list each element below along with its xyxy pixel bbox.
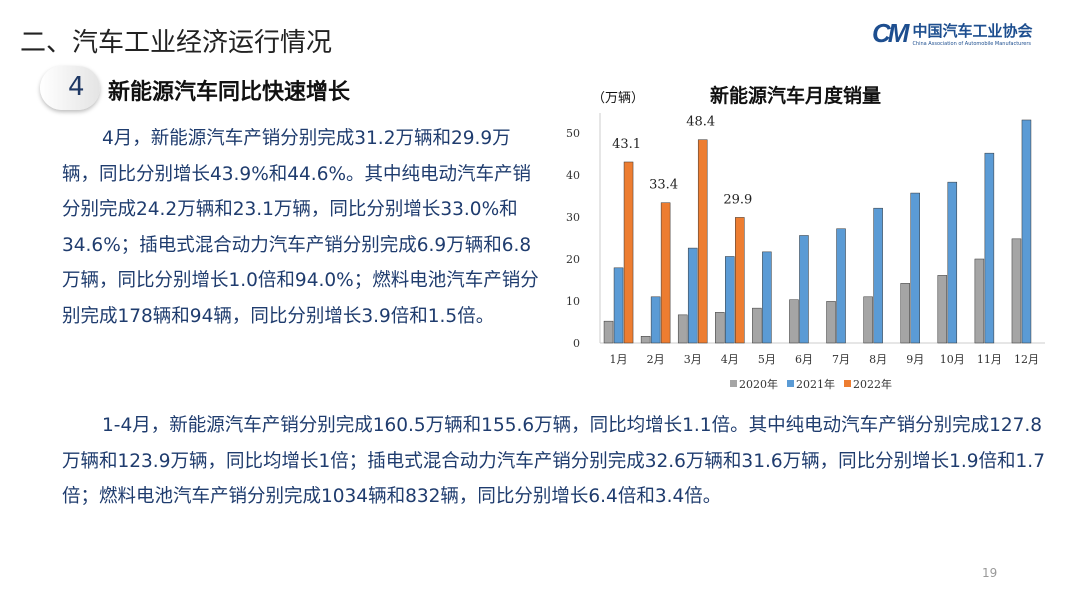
chart-title: 新能源汽车月度销量 bbox=[710, 84, 881, 107]
x-tick-label: 1月 bbox=[610, 353, 628, 366]
bar-2020年-8月 bbox=[863, 296, 873, 344]
x-tick-label: 3月 bbox=[684, 353, 702, 366]
legend-swatch bbox=[787, 380, 794, 387]
bar-2021年-2月 bbox=[650, 296, 661, 344]
y-tick-label: 50 bbox=[566, 127, 580, 140]
bar-2022年-2月 bbox=[660, 202, 671, 344]
x-tick-label: 5月 bbox=[758, 353, 776, 366]
y-tick-label: 30 bbox=[566, 211, 580, 224]
bar-2020年-3月 bbox=[677, 314, 688, 344]
bar-2020年-1月 bbox=[603, 320, 614, 344]
bar-2020年-4月 bbox=[715, 312, 725, 344]
x-tick-label: 10月 bbox=[940, 353, 965, 366]
bar-2020年-12月 bbox=[1011, 238, 1022, 344]
x-tick-label: 8月 bbox=[869, 353, 887, 366]
monthly-sales-chart: 新能源汽车月度销量 （万辆） 0 10 20 30 40 50 1月 43.1 2月 33.4 3月 48… bbox=[566, 84, 1045, 391]
bar-2021年-10月 bbox=[947, 181, 958, 344]
x-tick-label: 6月 bbox=[795, 353, 813, 366]
x-tick-label: 9月 bbox=[906, 353, 924, 366]
data-label: 43.1 bbox=[612, 137, 641, 152]
section-badge bbox=[40, 66, 100, 110]
slide-title: 二、汽车工业经济运行情况 bbox=[20, 28, 333, 58]
x-tick-label: 7月 bbox=[832, 353, 850, 366]
section-title: 新能源汽车同比快速增长 bbox=[108, 80, 351, 105]
bar-2021年-9月 bbox=[910, 192, 920, 344]
paragraph-april: 4月，新能源汽车产销分别完成31.2万辆和29.9万辆，同比分别增长43.9%和… bbox=[62, 128, 539, 327]
bar-2021年-11月 bbox=[984, 152, 995, 344]
x-tick-label: 11月 bbox=[977, 353, 1002, 366]
bar-2020年-7月 bbox=[826, 301, 836, 344]
bar-2020年-9月 bbox=[900, 283, 910, 344]
bar-2020年-10月 bbox=[937, 275, 948, 344]
y-tick-label: 0 bbox=[573, 337, 580, 350]
data-label: 29.9 bbox=[723, 192, 752, 207]
caam-logo: CM 中国汽车工业协会 China Association of Automob… bbox=[872, 18, 1032, 49]
bar-2021年-5月 bbox=[762, 251, 772, 344]
bar-2021年-3月 bbox=[687, 247, 698, 344]
page-number: 19 bbox=[982, 566, 998, 580]
bar-2021年-8月 bbox=[873, 207, 883, 344]
legend-label: 2020年 bbox=[739, 377, 778, 391]
legend-swatch bbox=[844, 380, 851, 387]
y-tick-label: 40 bbox=[566, 169, 580, 182]
logo-mark: CM bbox=[872, 18, 909, 48]
bar-2022年-1月 bbox=[623, 161, 634, 344]
x-tick-label: 2月 bbox=[647, 353, 665, 366]
section-number: 4 bbox=[68, 72, 85, 102]
logo-en: China Association of Automobile Manufact… bbox=[912, 41, 1032, 47]
x-tick-label: 4月 bbox=[721, 353, 739, 366]
y-tick-label: 10 bbox=[566, 295, 580, 308]
bar-2020年-2月 bbox=[640, 336, 651, 344]
legend-label: 2021年 bbox=[796, 377, 835, 391]
bar-2020年-11月 bbox=[974, 258, 985, 344]
legend-swatch bbox=[730, 380, 737, 387]
paragraph-jan-apr: 1-4月，新能源汽车产销分别完成160.5万辆和155.6万辆，同比均增长1.1… bbox=[62, 415, 1045, 507]
bar-2020年-5月 bbox=[752, 307, 762, 344]
data-label: 48.4 bbox=[686, 115, 715, 130]
bar-2021年-7月 bbox=[836, 228, 846, 344]
bar-2021年-12月 bbox=[1021, 119, 1032, 344]
bar-2021年-4月 bbox=[725, 256, 735, 344]
bar-2021年-1月 bbox=[613, 267, 624, 344]
bar-2022年-3月 bbox=[697, 139, 708, 344]
data-label: 33.4 bbox=[649, 178, 678, 193]
logo-cn: 中国汽车工业协会 bbox=[912, 22, 1033, 40]
bar-2021年-6月 bbox=[799, 235, 809, 344]
legend-label: 2022年 bbox=[853, 377, 892, 391]
bar-2020年-6月 bbox=[789, 299, 799, 344]
y-axis-unit: （万辆） bbox=[592, 91, 644, 106]
y-tick-label: 20 bbox=[566, 253, 580, 266]
bar-2022年-4月 bbox=[735, 217, 745, 344]
x-tick-label: 12月 bbox=[1014, 353, 1039, 366]
